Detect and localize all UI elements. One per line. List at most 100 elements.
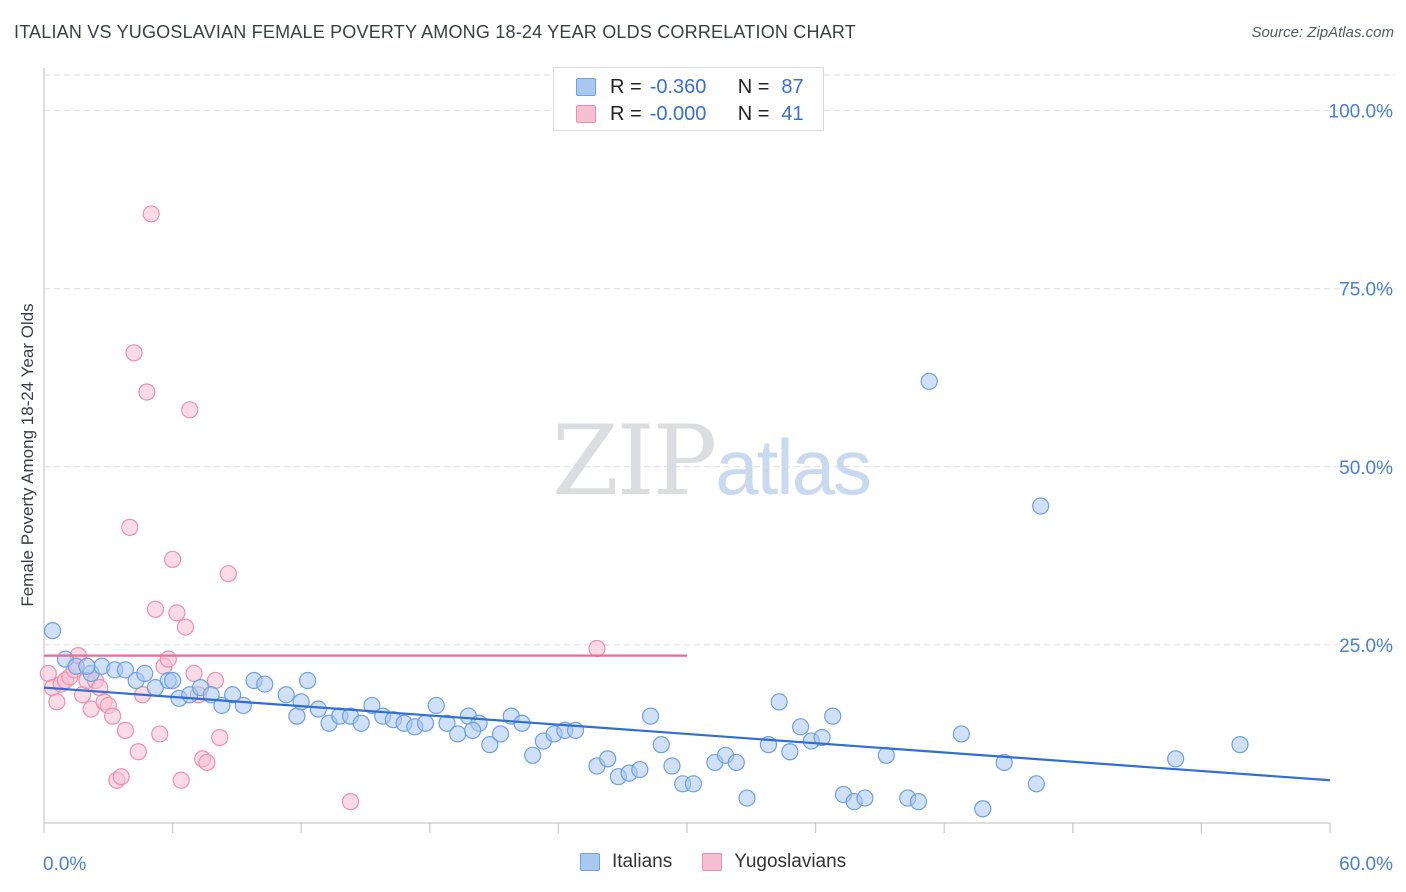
- yugoslavians-point: [206, 671, 225, 690]
- italians-point: [631, 760, 649, 779]
- italians-point: [791, 718, 810, 736]
- italians-point: [652, 736, 670, 754]
- italians-point: [995, 753, 1013, 772]
- italians-point: [909, 793, 928, 811]
- italians-point: [416, 714, 435, 732]
- italians-point: [363, 696, 381, 715]
- yugoslavians-swatch: [702, 853, 723, 871]
- x-tick-label: 0.0%: [43, 854, 86, 875]
- yugoslavians-point: [125, 344, 143, 362]
- italians-point: [78, 657, 96, 675]
- yugoslavians-point: [82, 700, 100, 718]
- italians-swatch: [576, 78, 596, 96]
- legend-n-value: 41: [781, 102, 804, 125]
- yugoslavians-point: [588, 639, 606, 658]
- italians-point: [727, 753, 745, 772]
- yugoslavians-point: [151, 725, 169, 743]
- italians-point: [464, 721, 482, 739]
- bottom-legend-italians: Italians: [580, 851, 672, 873]
- bottom-legend-yugoslavians-label: Yugoslavians: [734, 851, 847, 872]
- italians-point: [684, 775, 703, 793]
- yugoslavians-point: [121, 518, 139, 536]
- y-tick-label: 100.0%: [1329, 102, 1394, 123]
- italians-point: [663, 757, 681, 775]
- italians-point: [974, 800, 992, 818]
- italians-point: [438, 714, 456, 732]
- italians-point: [781, 743, 799, 761]
- bottom-legend: Italians Yugoslavians: [580, 851, 876, 873]
- legend-n-label: N =: [737, 75, 770, 98]
- italians-point: [1027, 775, 1045, 793]
- italians-point: [824, 707, 842, 725]
- italians-point: [491, 725, 510, 743]
- italians-point: [224, 686, 242, 704]
- yugoslavians-point: [116, 721, 135, 739]
- italians-point: [770, 693, 788, 711]
- yugoslavians-point: [112, 768, 130, 786]
- yugoslavians-point: [138, 383, 156, 401]
- italians-point: [1032, 497, 1050, 515]
- yugoslavians-point: [181, 401, 199, 419]
- italians-point: [952, 725, 970, 743]
- italians-point: [856, 789, 874, 807]
- yugoslavians-point: [172, 771, 190, 789]
- italians-point: [352, 714, 370, 732]
- italians-point: [427, 696, 445, 715]
- yugoslavians-point: [176, 618, 195, 636]
- italians-point: [136, 664, 154, 683]
- italians-point: [309, 700, 327, 718]
- yugoslavians-point: [48, 693, 66, 711]
- italians-point: [277, 686, 295, 704]
- italians-point: [641, 707, 660, 725]
- yugoslavians-point: [211, 728, 229, 747]
- legend-r-label: R =: [610, 102, 642, 125]
- italians-point: [449, 725, 467, 743]
- italians-point: [920, 372, 938, 390]
- yugoslavians-point: [142, 205, 160, 223]
- legend-r-value: -0.360: [649, 75, 707, 98]
- yugoslavians-point: [159, 650, 177, 668]
- legend-row-yugoslavians: R = -0.000 N = 41: [576, 101, 804, 127]
- italians-point: [43, 622, 62, 640]
- italians-point: [524, 746, 542, 764]
- x-tick-label: 60.0%: [1339, 854, 1393, 875]
- source-label: Source: ZipAtlas.com: [1251, 24, 1394, 41]
- italians-point: [599, 750, 617, 768]
- legend-n-value: 87: [781, 75, 804, 98]
- yugoslavians-point: [185, 664, 203, 683]
- italians-point: [738, 789, 756, 807]
- italians-swatch: [580, 853, 600, 871]
- legend-n-label: N =: [737, 102, 770, 125]
- italians-point: [813, 728, 831, 747]
- y-tick-label: 75.0%: [1339, 280, 1393, 301]
- italians-point: [256, 675, 274, 693]
- watermark-zip: ZIP: [552, 405, 717, 517]
- y-tick-label: 50.0%: [1339, 458, 1393, 479]
- yugoslavians-point: [39, 664, 57, 683]
- yugoslavians-point: [164, 550, 182, 569]
- yugoslavians-point: [129, 743, 147, 761]
- chart-title: ITALIAN VS YUGOSLAVIAN FEMALE POVERTY AM…: [14, 22, 856, 42]
- bottom-legend-yugoslavians: Yugoslavians: [702, 851, 846, 873]
- legend-row-italians: R = -0.360 N = 87: [576, 74, 804, 100]
- legend-r-value: -0.000: [649, 102, 707, 125]
- bottom-legend-italians-label: Italians: [612, 851, 673, 872]
- yugoslavians-point: [146, 600, 165, 618]
- italians-point: [234, 696, 252, 715]
- yugoslavians-swatch: [576, 105, 596, 123]
- legend-r-label: R =: [610, 75, 642, 98]
- yugoslavians-point: [219, 565, 237, 583]
- italians-trend-line: [43, 686, 1331, 782]
- italians-point: [1167, 750, 1185, 768]
- italians-point: [299, 671, 317, 690]
- yugoslavians-point: [198, 753, 216, 772]
- italians-point: [481, 736, 499, 754]
- italians-point: [164, 671, 182, 690]
- yugoslavians-point: [341, 793, 360, 811]
- italians-point: [116, 661, 135, 679]
- yugoslavians-point: [91, 679, 109, 697]
- italians-point: [1231, 736, 1249, 754]
- italians-point: [288, 707, 306, 725]
- y-tick-label: 25.0%: [1339, 636, 1393, 657]
